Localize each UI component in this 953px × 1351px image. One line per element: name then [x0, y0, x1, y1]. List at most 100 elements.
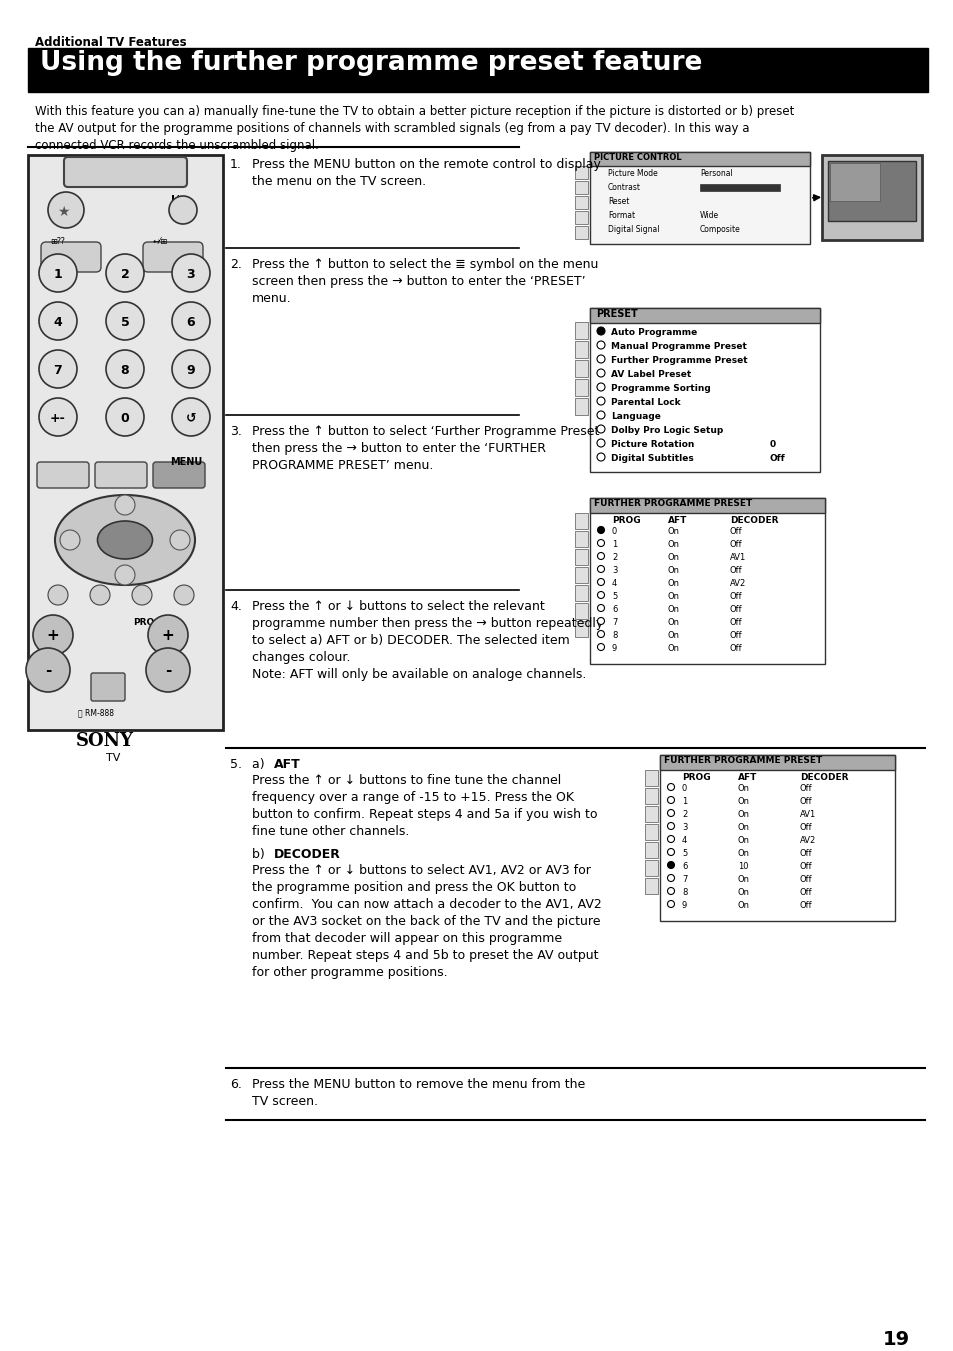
Circle shape [106, 254, 144, 292]
Text: MENU: MENU [170, 457, 202, 467]
Circle shape [597, 604, 604, 612]
Text: 3: 3 [612, 566, 617, 576]
Text: Off: Off [729, 631, 741, 640]
Text: On: On [667, 566, 679, 576]
Circle shape [48, 585, 68, 605]
FancyBboxPatch shape [95, 462, 147, 488]
Bar [644, 824, 658, 840]
Text: 3: 3 [187, 267, 195, 281]
Text: 4: 4 [612, 580, 617, 588]
Text: PROG: PROG [612, 516, 640, 526]
Text: -: - [45, 663, 51, 678]
Text: Press the ↑ button to select the ≣ symbol on the menu
screen then press the → bu: Press the ↑ button to select the ≣ symbo… [252, 258, 598, 305]
Text: On: On [738, 848, 749, 858]
Text: 8: 8 [681, 888, 687, 897]
Bar [589, 499, 824, 663]
Bar [589, 499, 824, 513]
Text: Picture Rotation: Picture Rotation [610, 440, 694, 449]
Text: 8: 8 [612, 631, 617, 640]
Text: 3.: 3. [230, 426, 242, 438]
Circle shape [597, 340, 604, 349]
Bar [589, 308, 820, 471]
Text: +: + [47, 628, 59, 643]
Circle shape [60, 530, 80, 550]
Circle shape [106, 350, 144, 388]
Circle shape [26, 648, 70, 692]
Text: FURTHER PROGRAMME PRESET: FURTHER PROGRAMME PRESET [663, 757, 821, 765]
Text: DECODER: DECODER [800, 773, 847, 782]
Text: ↺: ↺ [186, 412, 196, 424]
Text: 5: 5 [612, 592, 617, 601]
Bar [575, 567, 587, 584]
Text: Off: Off [729, 540, 741, 549]
Text: Off: Off [729, 566, 741, 576]
Text: Format: Format [607, 211, 635, 220]
Circle shape [172, 254, 210, 292]
Bar [575, 226, 587, 239]
Text: On: On [738, 823, 749, 832]
Text: On: On [667, 580, 679, 588]
Text: PROGR: PROGR [132, 617, 169, 627]
Text: Contrast: Contrast [607, 182, 640, 192]
Circle shape [597, 426, 604, 434]
Text: ⊞⁇: ⊞⁇ [50, 236, 65, 246]
Circle shape [667, 901, 674, 908]
Text: 19: 19 [882, 1329, 909, 1350]
Text: Off: Off [729, 527, 741, 536]
Circle shape [667, 848, 674, 855]
Text: AV1: AV1 [729, 553, 745, 562]
Circle shape [667, 835, 674, 843]
Text: ↩⁄⊞: ↩⁄⊞ [152, 236, 168, 246]
Text: Personal: Personal [700, 169, 732, 178]
Circle shape [597, 439, 604, 447]
Text: 5.: 5. [230, 758, 242, 771]
Circle shape [132, 585, 152, 605]
Circle shape [172, 399, 210, 436]
Bar [821, 155, 921, 240]
Bar [28, 49, 927, 92]
Text: 8: 8 [121, 363, 130, 377]
Text: AV Label Preset: AV Label Preset [610, 370, 691, 380]
Circle shape [597, 355, 604, 363]
Text: Press the ↑ button to select ‘Further Programme Preset’
then press the → button : Press the ↑ button to select ‘Further Pr… [252, 426, 602, 471]
Text: +: + [161, 628, 174, 643]
Text: Composite: Composite [700, 226, 740, 234]
Circle shape [667, 874, 674, 881]
Text: 4: 4 [53, 316, 62, 328]
FancyBboxPatch shape [37, 462, 89, 488]
Text: Manual Programme Preset: Manual Programme Preset [610, 342, 746, 351]
Bar [575, 531, 587, 547]
Circle shape [667, 809, 674, 816]
Text: On: On [667, 527, 679, 536]
Circle shape [115, 565, 135, 585]
Text: Dolby Pro Logic Setup: Dolby Pro Logic Setup [610, 426, 722, 435]
Circle shape [39, 399, 77, 436]
Text: +-: +- [51, 412, 66, 424]
Text: Off: Off [800, 823, 812, 832]
Text: Additional TV Features: Additional TV Features [35, 36, 187, 49]
Text: On: On [667, 631, 679, 640]
Text: 2.: 2. [230, 258, 242, 272]
Text: 7: 7 [53, 363, 62, 377]
Text: 9: 9 [187, 363, 195, 377]
Text: 5: 5 [681, 848, 686, 858]
Text: 9: 9 [681, 901, 686, 911]
Text: Wide: Wide [700, 211, 719, 220]
Text: 4.: 4. [230, 600, 242, 613]
Circle shape [39, 303, 77, 340]
Text: ↑: ↑ [121, 501, 129, 511]
Circle shape [90, 585, 110, 605]
Text: Off: Off [800, 888, 812, 897]
Bar [575, 585, 587, 601]
Circle shape [667, 862, 674, 869]
Circle shape [39, 254, 77, 292]
Text: AFT: AFT [738, 773, 757, 782]
Text: 0: 0 [612, 527, 617, 536]
Bar [589, 308, 820, 323]
Circle shape [172, 350, 210, 388]
Text: Auto Programme: Auto Programme [610, 328, 697, 336]
Text: Off: Off [800, 848, 812, 858]
Circle shape [667, 823, 674, 830]
Text: Press the MENU button on the remote control to display
the menu on the TV screen: Press the MENU button on the remote cont… [252, 158, 600, 188]
Text: 2: 2 [681, 811, 686, 819]
